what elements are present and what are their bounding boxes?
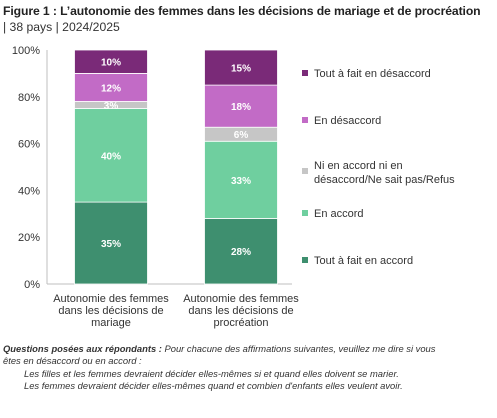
stacked-bar-chart: 0% 20% 40% 60% 80% 100% 35% 40% 3% 12% 10% Autonomi… <box>12 45 455 329</box>
legend-label: Tout à fait en désaccord <box>314 68 431 80</box>
data-label: 10% <box>101 58 121 69</box>
data-label: 35% <box>101 239 121 250</box>
legend-label: Ni en accord ni en <box>314 160 403 172</box>
y-tick-label: 20% <box>18 232 40 244</box>
bar-segment <box>204 84 278 128</box>
x-category-label: procréation <box>213 317 268 329</box>
y-tick-label: 40% <box>18 185 40 197</box>
x-category-label: dans les décisions de <box>188 305 293 317</box>
legend-swatch <box>302 168 308 174</box>
x-category-label: Autonomie des femmes <box>53 293 169 305</box>
bar-segment <box>74 73 148 102</box>
legend-swatch <box>302 257 308 263</box>
legend-label: désaccord/Ne sait pas/Refus <box>314 174 455 186</box>
data-label: 12% <box>101 83 121 94</box>
question-text: Pour chacune des affirmations suivantes,… <box>161 343 436 354</box>
bar-segment <box>74 201 148 285</box>
data-label: 3% <box>104 101 119 112</box>
question-line-2: êtes en désaccord ou en accord : <box>3 355 142 366</box>
legend-label: Tout à fait en accord <box>314 255 413 267</box>
legend-swatch <box>302 70 308 76</box>
data-label: 15% <box>231 64 251 75</box>
data-label: 18% <box>231 102 251 113</box>
statement-2: Les femmes devraient décider elles-mêmes… <box>24 380 403 391</box>
data-label: 40% <box>101 151 121 162</box>
y-tick-label: 60% <box>18 139 40 151</box>
chart-subtitle: | 38 pays | 2024/2025 <box>3 20 120 34</box>
y-tick-label: 0% <box>24 279 40 291</box>
x-category-label: Autonomie des femmes <box>183 293 299 305</box>
y-tick-label: 100% <box>12 45 40 57</box>
bar-segment <box>204 218 278 285</box>
question-label: Questions posées aux répondants : <box>3 343 162 354</box>
legend-swatch <box>302 210 308 216</box>
bar-segment <box>74 49 148 74</box>
y-tick-label: 80% <box>18 92 40 104</box>
legend-label: En accord <box>314 208 364 220</box>
data-label: 28% <box>231 247 251 258</box>
question-note: Questions posées aux répondants : Pour c… <box>3 343 435 354</box>
legend-swatch <box>302 117 308 123</box>
x-category-label: mariage <box>91 317 131 329</box>
chart-title: Figure 1 : L’autonomie des femmes dans l… <box>3 4 481 18</box>
legend-label: En désaccord <box>314 115 381 127</box>
statement-1: Les filles et les femmes devraient décid… <box>24 368 399 379</box>
data-label: 6% <box>234 130 249 141</box>
bar-segment <box>204 140 278 219</box>
data-label: 33% <box>231 176 251 187</box>
bar-segment <box>204 49 278 86</box>
x-category-label: dans les décisions de <box>58 305 163 317</box>
